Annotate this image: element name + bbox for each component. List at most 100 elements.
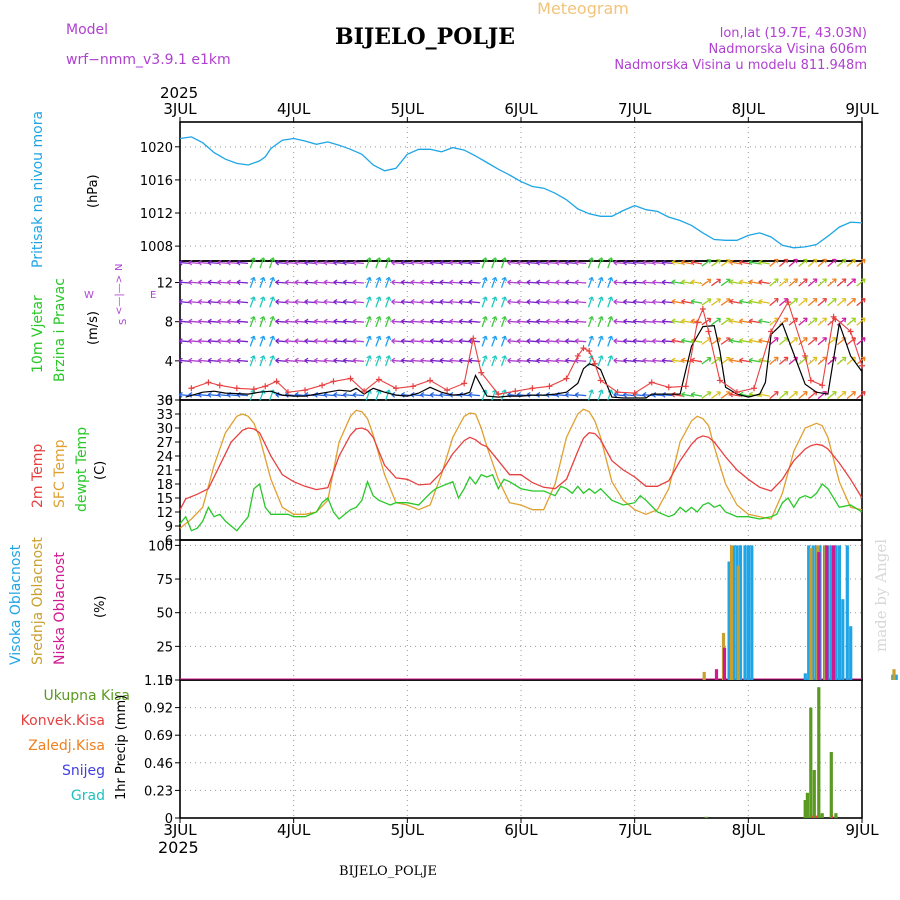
barb-head	[333, 338, 338, 342]
wind-barb	[207, 338, 220, 344]
barb-shaft	[652, 281, 664, 284]
barb-head	[632, 301, 637, 305]
barb-head	[501, 315, 506, 320]
barb-shaft	[597, 316, 603, 328]
wind-barb	[690, 357, 703, 364]
barb-head	[333, 394, 338, 398]
barb-head	[815, 298, 818, 303]
wind-barb	[365, 257, 372, 269]
barb-shaft	[778, 391, 789, 400]
barb-shaft	[188, 340, 200, 343]
wind-barb	[574, 298, 587, 305]
barb-head	[690, 259, 696, 263]
wind-barb	[365, 316, 372, 328]
cloud-bar	[807, 545, 811, 680]
wind-barb	[207, 318, 220, 325]
barb-shaft	[827, 317, 837, 326]
barb-head	[671, 339, 676, 344]
barb-head	[449, 340, 454, 344]
wind-barb	[720, 259, 731, 267]
barb-head	[844, 318, 847, 323]
barb-head	[671, 357, 676, 361]
barb-shaft	[294, 320, 307, 323]
barb-shaft	[294, 281, 307, 284]
wind-barb	[574, 318, 587, 325]
cloud-bar	[803, 673, 807, 680]
barb-shaft	[587, 389, 593, 401]
gust-marker	[574, 352, 581, 359]
gust-marker	[631, 390, 638, 397]
barb-head	[729, 393, 734, 398]
barb-shaft	[691, 359, 703, 363]
wind-barb	[400, 318, 413, 325]
barb-shaft	[420, 359, 432, 362]
barb-head	[275, 340, 280, 344]
barb-head	[207, 357, 212, 361]
barb-head	[323, 279, 328, 283]
barb-shaft	[587, 316, 593, 328]
barb-head	[485, 257, 488, 262]
wind-barb	[739, 337, 751, 344]
barb-head	[671, 298, 676, 302]
barb-head	[178, 357, 183, 361]
wind-barb	[342, 391, 355, 398]
barb-shaft	[352, 261, 364, 265]
barb-head	[642, 391, 647, 396]
wind-barb	[729, 337, 741, 344]
wind-barb	[304, 259, 316, 266]
wind-barb	[294, 259, 307, 266]
wind-barb	[375, 296, 382, 308]
barb-head	[739, 259, 744, 263]
barb-head	[758, 300, 763, 305]
wind-barb	[536, 298, 548, 305]
cloud-bar	[849, 626, 853, 680]
wind-barb	[333, 318, 345, 325]
barb-head	[786, 391, 789, 396]
barb-head	[574, 320, 579, 325]
barb-head	[739, 359, 743, 364]
barb-head	[468, 259, 473, 264]
barb-head	[400, 262, 405, 266]
barb-head	[795, 298, 798, 303]
wind-barb	[661, 357, 674, 364]
barb-head	[226, 301, 231, 305]
barb-head	[458, 320, 463, 325]
barb-head	[272, 277, 276, 282]
barb-shaft	[662, 320, 674, 323]
barb-head	[776, 337, 779, 342]
barb-head	[198, 359, 202, 364]
barb-head	[545, 262, 550, 266]
barb-head	[748, 298, 753, 302]
barb-shaft	[227, 359, 239, 362]
barb-head	[217, 357, 222, 361]
barb-shaft	[179, 300, 191, 304]
barb-head	[366, 276, 371, 281]
wind-barb	[701, 357, 712, 365]
barb-head	[485, 355, 488, 360]
barb-shaft	[410, 359, 422, 362]
barb-head	[197, 301, 202, 305]
barb-shaft	[769, 337, 779, 346]
barb-head	[391, 394, 396, 398]
barb-head	[516, 259, 521, 264]
barb-head	[824, 278, 827, 284]
wind-barb	[197, 318, 210, 325]
barb-shaft	[188, 281, 200, 284]
wind-barb	[587, 276, 594, 288]
gust-marker	[705, 328, 712, 335]
barb-shaft	[507, 393, 519, 397]
wind-barb	[259, 257, 266, 269]
wind-barb	[632, 259, 645, 266]
barb-shaft	[788, 391, 798, 400]
wind-barb	[481, 355, 488, 367]
barb-head	[805, 337, 808, 342]
barb-shaft	[642, 340, 654, 343]
barb-head	[536, 259, 541, 264]
barb-head	[284, 301, 289, 305]
barb-head	[458, 262, 463, 266]
barb-head	[507, 259, 512, 264]
precip-bar	[812, 770, 816, 818]
barb-head	[501, 276, 506, 281]
wind-barb	[817, 337, 827, 346]
cloud-bar	[727, 561, 731, 680]
